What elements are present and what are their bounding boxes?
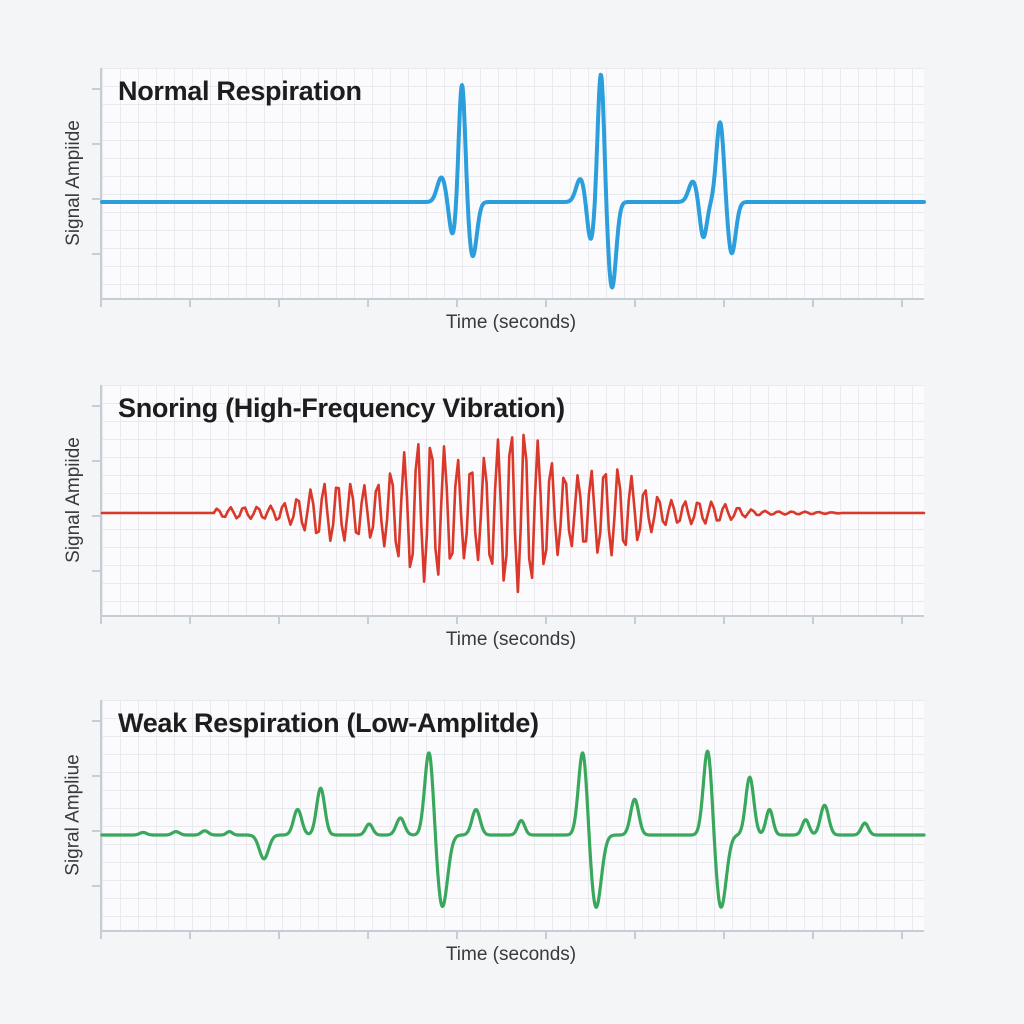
y-axis-ticks xyxy=(92,88,100,284)
y-axis-label: Signal Ampiide xyxy=(63,120,85,246)
plot-area-snoring: Snoring (High-Frequency Vibration) xyxy=(92,385,926,624)
snoring-waveform xyxy=(100,433,926,594)
plot-area-normal-respiration: Normal Respiration xyxy=(92,68,926,307)
x-axis-label: Time (seconds) xyxy=(445,629,577,650)
panel-snoring: Signal Ampiide Snoring (High-Frequency V… xyxy=(0,385,1024,670)
x-axis-ticks xyxy=(100,930,924,939)
chart-title: Weak Respiration (Low-Amplitde) xyxy=(118,708,539,738)
panel-normal-respiration: Signal Ampiide Normal Respiration Time (… xyxy=(0,68,1024,353)
y-axis-ticks xyxy=(92,405,100,601)
chart-title: Normal Respiration xyxy=(118,76,362,106)
normal-respiration-waveform xyxy=(100,72,926,290)
y-axis-label: Sigral Ampliue xyxy=(63,754,85,876)
x-axis-ticks xyxy=(100,298,924,307)
x-axis-label: Time (seconds) xyxy=(445,312,577,333)
chart-title: Snoring (High-Frequency Vibration) xyxy=(118,393,565,423)
plot-area-weak-respiration: Weak Respiration (Low-Amplitde) xyxy=(92,700,926,939)
weak-respiration-waveform xyxy=(100,749,926,909)
x-axis-ticks xyxy=(100,615,924,624)
y-axis-ticks xyxy=(92,720,100,916)
x-axis-label: Time (seconds) xyxy=(445,944,577,965)
y-axis-label: Signal Ampiide xyxy=(63,437,85,563)
panel-weak-respiration: Sigral Ampliue Weak Respiration (Low-Amp… xyxy=(0,700,1024,985)
